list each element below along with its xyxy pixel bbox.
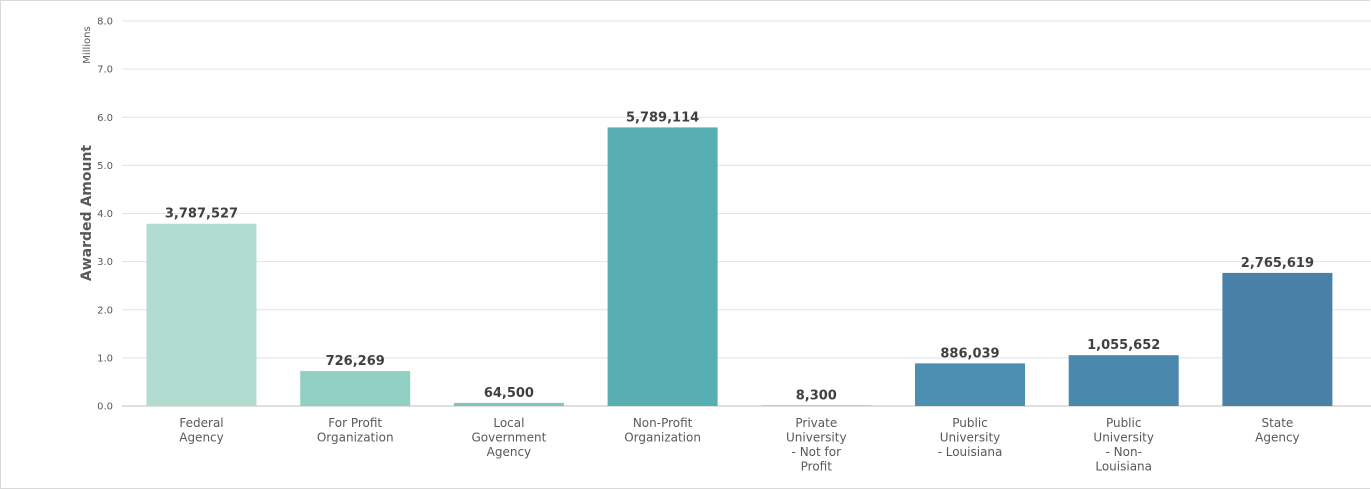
y-axis-title: Awarded Amount <box>79 145 95 282</box>
y-tick-label: 6.0 <box>97 113 113 124</box>
data-label: 5,789,114 <box>626 110 699 125</box>
data-label: 3,787,527 <box>165 207 238 222</box>
y-tick-label: 7.0 <box>97 65 113 76</box>
bar <box>453 402 564 406</box>
x-tick-label: For Profit <box>328 416 382 430</box>
y-unit-label: Millions <box>82 26 93 63</box>
x-tick-label: Organization <box>317 431 394 445</box>
x-tick-label: Private <box>795 416 837 430</box>
bar <box>915 363 1025 406</box>
x-tick-label: Louisiana <box>1095 460 1152 474</box>
x-tick-label: - Non- <box>1105 445 1141 459</box>
x-tick-label: Public <box>1106 416 1142 430</box>
x-tick-label: Federal <box>179 416 223 430</box>
bar <box>1068 355 1179 406</box>
data-label: 886,039 <box>940 346 999 361</box>
bar <box>607 127 718 406</box>
y-tick-label: 5.0 <box>97 161 113 172</box>
x-tick-label: State <box>1262 416 1294 430</box>
y-tick-label: 0.0 <box>97 402 113 413</box>
y-tick-label: 1.0 <box>97 353 113 364</box>
x-tick-label: University <box>786 431 847 445</box>
bar <box>146 223 257 406</box>
data-label: 2,765,619 <box>1241 256 1314 271</box>
x-tick-label: University <box>1093 431 1154 445</box>
x-tick-label: Agency <box>487 445 532 459</box>
bar <box>761 405 872 406</box>
x-tick-label: Non-Profit <box>633 416 693 430</box>
x-tick-label: Public <box>952 416 988 430</box>
x-tick-label: Government <box>471 431 546 445</box>
y-tick-label: 4.0 <box>97 209 113 220</box>
x-tick-label: - Louisiana <box>938 445 1003 459</box>
x-tick-label: - Not for <box>792 445 842 459</box>
y-tick-label: 3.0 <box>97 257 113 268</box>
x-tick-label: Local <box>493 416 524 430</box>
data-label: 1,055,652 <box>1087 338 1160 353</box>
y-tick-label: 2.0 <box>97 305 113 316</box>
bar <box>1222 272 1333 406</box>
bar <box>300 371 411 406</box>
data-label: 64,500 <box>484 386 534 401</box>
data-label: 8,300 <box>796 389 837 404</box>
x-tick-label: University <box>940 431 1001 445</box>
x-tick-label: Agency <box>1255 431 1300 445</box>
y-tick-label: 8.0 <box>97 17 113 28</box>
data-label: 726,269 <box>326 354 385 369</box>
x-tick-label: Agency <box>179 431 224 445</box>
x-tick-label: Profit <box>801 460 833 474</box>
x-tick-label: Organization <box>624 431 701 445</box>
